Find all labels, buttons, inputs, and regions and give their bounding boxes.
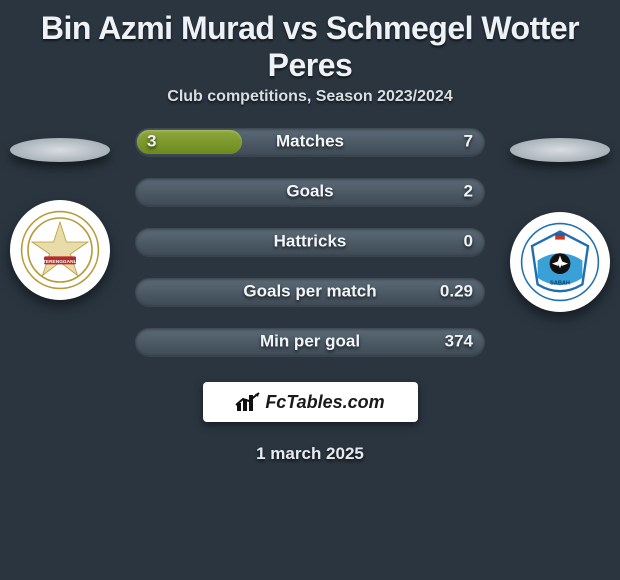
brand-text: FcTables.com xyxy=(265,392,384,413)
subtitle: Club competitions, Season 2023/2024 xyxy=(0,88,620,106)
terengganu-crest: TERENGGANU xyxy=(10,200,110,300)
snapshot-date: 1 march 2025 xyxy=(0,444,620,464)
right-player-column: SABAH xyxy=(500,128,620,312)
stat-bar-bg xyxy=(135,328,485,356)
page-title: Bin Azmi Murad vs Schmegel Wotter Peres xyxy=(0,0,620,88)
player-silhouette-right xyxy=(510,138,610,162)
stat-row: Hattricks0 xyxy=(135,228,485,256)
crest-left-icon: TERENGGANU xyxy=(20,210,100,290)
stat-row: Goals per match0.29 xyxy=(135,278,485,306)
brand-badge[interactable]: FcTables.com xyxy=(203,382,418,422)
svg-text:TERENGGANU: TERENGGANU xyxy=(43,259,78,265)
player-silhouette-left xyxy=(10,138,110,162)
stat-row: Matches37 xyxy=(135,128,485,156)
stat-bar-bg xyxy=(135,278,485,306)
crest-right-icon: SABAH xyxy=(520,222,600,302)
comparison-panel: TERENGGANU SABAH Matches37 Goals2 Hattrick… xyxy=(0,128,620,356)
stat-bar-bg xyxy=(135,228,485,256)
stat-bar-bg xyxy=(135,178,485,206)
stat-row: Min per goal374 xyxy=(135,328,485,356)
left-player-column: TERENGGANU xyxy=(0,128,120,300)
bar-chart-icon xyxy=(235,391,261,413)
stat-row: Goals2 xyxy=(135,178,485,206)
stat-bar-fill xyxy=(137,130,242,154)
sabah-crest: SABAH xyxy=(510,212,610,312)
svg-text:SABAH: SABAH xyxy=(550,280,570,286)
stats-list: Matches37 Goals2 Hattricks0 Goals per match… xyxy=(135,128,485,356)
